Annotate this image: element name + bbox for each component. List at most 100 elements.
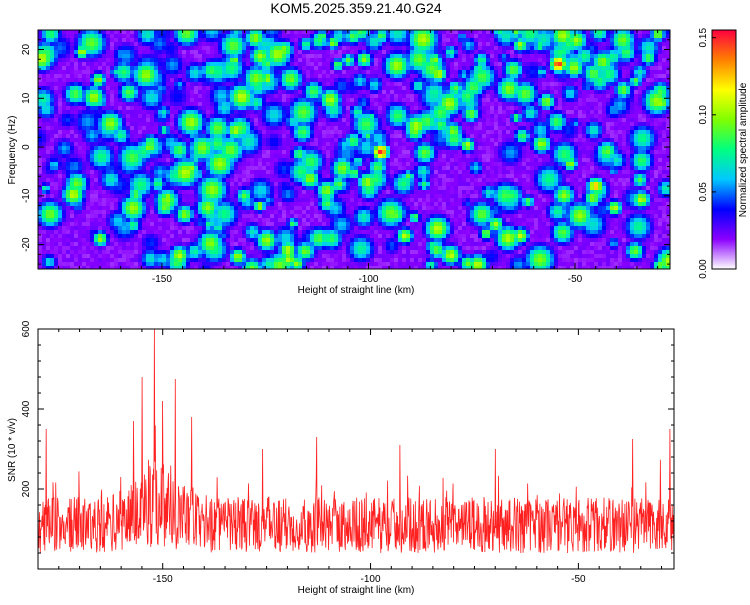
heatmap-cell: [466, 74, 471, 79]
heatmap-cell: [170, 82, 175, 87]
heatmap-cell: [426, 126, 431, 131]
heatmap-cell: [498, 126, 503, 131]
heatmap-cell: [162, 82, 167, 87]
heatmap-cell: [566, 54, 571, 59]
heatmap-cell: [398, 86, 403, 91]
heatmap-cell: [458, 94, 463, 99]
heatmap-cell: [182, 114, 187, 119]
heatmap-cell: [582, 106, 587, 111]
heatmap-cell: [294, 122, 299, 127]
heatmap-cell: [330, 154, 335, 159]
heatmap-cell: [258, 106, 263, 111]
heatmap-cell: [286, 90, 291, 95]
heatmap-cell: [418, 154, 423, 159]
heatmap-cell: [334, 58, 339, 63]
heatmap-cell: [406, 130, 411, 135]
heatmap-cell: [422, 38, 427, 43]
heatmap-cell: [642, 134, 647, 139]
heatmap-cell: [254, 66, 259, 71]
heatmap-cell: [94, 110, 99, 115]
heatmap-cell: [554, 130, 559, 135]
heatmap-cell: [90, 74, 95, 79]
heatmap-cell: [238, 54, 243, 59]
heatmap-cell: [614, 134, 619, 139]
heatmap-cell: [482, 130, 487, 135]
heatmap-cell: [450, 90, 455, 95]
heatmap-cell: [430, 66, 435, 71]
heatmap-cell: [166, 134, 171, 139]
heatmap-cell: [538, 94, 543, 99]
heatmap-cell: [586, 78, 591, 83]
heatmap-cell: [546, 66, 551, 71]
heatmap-cell: [574, 58, 579, 63]
heatmap-cell: [114, 66, 119, 71]
heatmap-cell: [394, 150, 399, 155]
heatmap-cell: [566, 126, 571, 131]
heatmap-cell: [262, 114, 267, 119]
heatmap-cell: [642, 86, 647, 91]
heatmap-cell: [446, 78, 451, 83]
heatmap-cell: [130, 142, 135, 147]
heatmap-cell: [518, 122, 523, 127]
heatmap-cell: [594, 122, 599, 127]
heatmap-cell: [222, 62, 227, 67]
heatmap-cell: [530, 86, 535, 91]
heatmap-cell: [278, 34, 283, 39]
heatmap-cell: [130, 38, 135, 43]
heatmap-cell: [302, 46, 307, 51]
heatmap-cell: [250, 90, 255, 95]
heatmap-cell: [586, 54, 591, 59]
heatmap-cell: [590, 146, 595, 151]
heatmap-cell: [90, 46, 95, 51]
heatmap-cell: [646, 126, 651, 131]
heatmap-cell: [546, 142, 551, 147]
heatmap-cell: [158, 86, 163, 91]
heatmap-cell: [290, 146, 295, 151]
heatmap-cell: [74, 90, 79, 95]
heatmap-cell: [210, 54, 215, 59]
heatmap-cell: [186, 58, 191, 63]
heatmap-cell: [298, 110, 303, 115]
heatmap-cell: [118, 54, 123, 59]
heatmap-cell: [406, 154, 411, 159]
heatmap-cell: [446, 94, 451, 99]
heatmap-cell: [238, 66, 243, 71]
heatmap-cell: [270, 30, 275, 35]
heatmap-cell: [210, 142, 215, 147]
heatmap-cell: [394, 134, 399, 139]
heatmap-cell: [618, 90, 623, 95]
heatmap-cell: [106, 98, 111, 103]
heatmap-cell: [282, 74, 287, 79]
heatmap-cell: [662, 90, 667, 95]
heatmap-cell: [406, 66, 411, 71]
heatmap-cell: [614, 90, 619, 95]
heatmap-cell: [414, 138, 419, 143]
heatmap-cell: [66, 130, 71, 135]
heatmap-cell: [406, 74, 411, 79]
heatmap-cell: [54, 34, 59, 39]
heatmap-cell: [574, 74, 579, 79]
heatmap-cell: [630, 54, 635, 59]
heatmap-cell: [190, 42, 195, 47]
heatmap-cell: [586, 122, 591, 127]
heatmap-cell: [394, 106, 399, 111]
heatmap-cell: [638, 150, 643, 155]
heatmap-cell: [610, 42, 615, 47]
heatmap-cell: [78, 106, 83, 111]
heatmap-cell: [258, 110, 263, 115]
heatmap-cell: [374, 86, 379, 91]
heatmap-cell: [642, 106, 647, 111]
heatmap-cell: [142, 90, 147, 95]
heatmap-cell: [466, 30, 471, 35]
heatmap-cell: [370, 58, 375, 63]
heatmap-cell: [370, 142, 375, 147]
heatmap-cell: [446, 38, 451, 43]
heatmap-cell: [490, 58, 495, 63]
heatmap-cell: [610, 38, 615, 43]
heatmap-cell: [190, 130, 195, 135]
heatmap-cell: [510, 54, 515, 59]
heatmap-cell: [210, 82, 215, 87]
heatmap-cell: [46, 46, 51, 51]
heatmap-cell: [586, 46, 591, 51]
heatmap-cell: [46, 146, 51, 151]
